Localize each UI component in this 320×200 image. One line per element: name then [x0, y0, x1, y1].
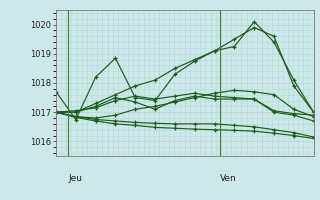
- Text: Ven: Ven: [220, 174, 237, 183]
- Text: Jeu: Jeu: [68, 174, 82, 183]
